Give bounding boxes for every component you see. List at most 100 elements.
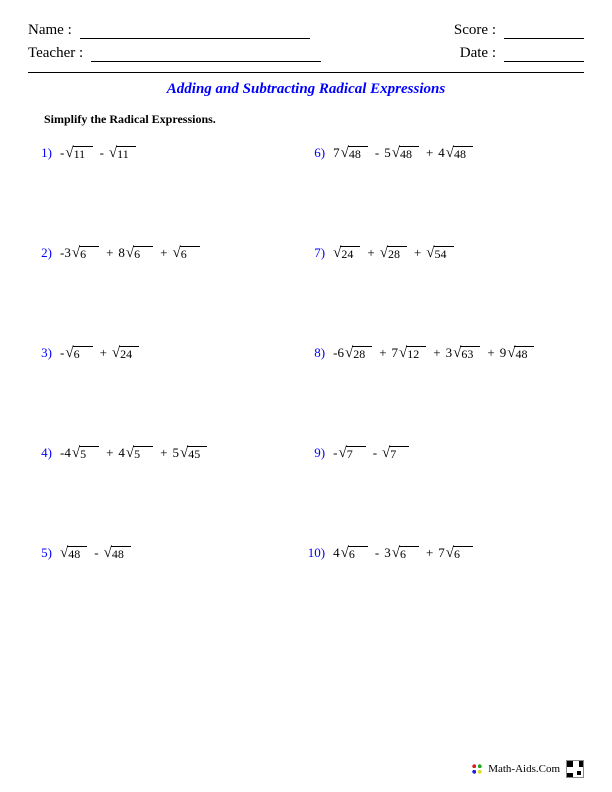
teacher-label: Teacher :: [28, 45, 83, 62]
coefficient: -6: [333, 345, 344, 361]
problem-number: 7): [301, 245, 333, 261]
problem-row: 4)-4√5+4√5+5√45: [28, 445, 301, 545]
radical-icon: √: [65, 347, 73, 360]
square-root: √6: [446, 546, 473, 561]
radical-icon: √: [446, 547, 454, 560]
problem-row: 7)√24+√28+√54: [301, 245, 584, 345]
radicand: 6: [180, 246, 200, 261]
radical-icon: √: [382, 447, 390, 460]
square-root: √6: [126, 246, 153, 261]
radical-term: 7√12: [392, 345, 427, 361]
square-root: √6: [392, 546, 419, 561]
coefficient: 4: [438, 145, 445, 161]
problem-number: 6): [301, 145, 333, 161]
score-blank[interactable]: [504, 38, 584, 39]
radical-term: √24: [333, 246, 360, 261]
radical-icon: √: [72, 447, 80, 460]
radical-term: √48: [104, 546, 131, 561]
radical-term: √48: [60, 546, 87, 561]
coefficient: -3: [60, 245, 71, 261]
radical-icon: √: [338, 447, 346, 460]
teacher-blank[interactable]: [91, 61, 321, 62]
coefficient: -: [60, 345, 64, 361]
coefficient: 7: [333, 145, 340, 161]
operator: +: [426, 545, 433, 561]
radical-icon: √: [341, 147, 349, 160]
operator: -: [100, 145, 104, 161]
radical-term: √6: [173, 246, 200, 261]
name-field: Name :: [28, 22, 310, 39]
radical-term: -6√28: [333, 345, 372, 361]
score-label: Score :: [454, 22, 496, 39]
radical-term: 3√63: [446, 345, 481, 361]
square-root: √6: [341, 546, 368, 561]
radical-icon: √: [173, 247, 181, 260]
radicand: 5: [133, 446, 153, 461]
coefficient: 7: [392, 345, 399, 361]
expression: - √7-√7: [333, 445, 411, 461]
operator: +: [426, 145, 433, 161]
square-root: √48: [507, 346, 534, 361]
radical-term: 4√6: [333, 545, 368, 561]
operator: +: [414, 245, 421, 261]
problem-number: 2): [28, 245, 60, 261]
problem-row: 5)√48-√48: [28, 545, 301, 645]
square-root: √48: [104, 546, 131, 561]
radical-term: √28: [380, 246, 407, 261]
radicand: 48: [111, 546, 131, 561]
square-root: √11: [109, 146, 136, 161]
radical-term: 9√48: [500, 345, 535, 361]
problem-number: 3): [28, 345, 60, 361]
radicand: 11: [116, 146, 136, 161]
footer: Math-Aids.Com: [470, 760, 584, 778]
problem-number: 9): [301, 445, 333, 461]
radical-term: 7√6: [438, 545, 473, 561]
radicand: 6: [399, 546, 419, 561]
radicand: 7: [389, 446, 409, 461]
radical-icon: √: [426, 247, 434, 260]
square-root: √7: [382, 446, 409, 461]
radical-term: √11: [109, 146, 136, 161]
radical-icon: √: [446, 147, 454, 160]
score-field: Score :: [454, 22, 584, 39]
square-root: √28: [380, 246, 407, 261]
radical-icon: √: [72, 247, 80, 260]
radical-icon: √: [112, 347, 120, 360]
radical-term: √54: [426, 246, 453, 261]
problems-column-right: 6)7√48-5√48+4√487)√24+√28+√548)-6√28+7√1…: [301, 145, 584, 645]
radical-icon: √: [60, 547, 68, 560]
radical-icon: √: [104, 547, 112, 560]
square-root: √5: [126, 446, 153, 461]
radicand: 48: [514, 346, 534, 361]
radical-term: - √7: [333, 445, 366, 461]
operator: +: [160, 445, 167, 461]
coefficient: 5: [384, 145, 391, 161]
radicand: 5: [79, 446, 99, 461]
square-root: √63: [453, 346, 480, 361]
operator: -: [375, 145, 379, 161]
radicand: 45: [187, 446, 207, 461]
operator: -: [375, 545, 379, 561]
date-blank[interactable]: [504, 61, 584, 62]
radical-icon: √: [380, 247, 388, 260]
radical-icon: √: [345, 347, 353, 360]
coefficient: -: [333, 445, 337, 461]
operator: +: [379, 345, 386, 361]
radical-term: -3√6: [60, 245, 99, 261]
problem-row: 3)- √6+√24: [28, 345, 301, 445]
expression: 7√48-5√48+4√48: [333, 145, 475, 161]
radical-icon: √: [126, 447, 134, 460]
square-root: √28: [345, 346, 372, 361]
problems-column-left: 1)- √11-√112)-3√6+8√6+√63)- √6+√244)-4√5…: [28, 145, 301, 645]
radical-icon: √: [399, 347, 407, 360]
radicand: 63: [460, 346, 480, 361]
name-blank[interactable]: [80, 38, 310, 39]
square-root: √48: [341, 146, 368, 161]
problem-row: 6)7√48-5√48+4√48: [301, 145, 584, 245]
radical-term: √7: [382, 446, 409, 461]
expression: - √6+√24: [60, 345, 141, 361]
problem-row: 8)-6√28+7√12+3√63+9√48: [301, 345, 584, 445]
radicand: 12: [406, 346, 426, 361]
radical-icon: √: [453, 347, 461, 360]
radical-icon: √: [180, 447, 188, 460]
